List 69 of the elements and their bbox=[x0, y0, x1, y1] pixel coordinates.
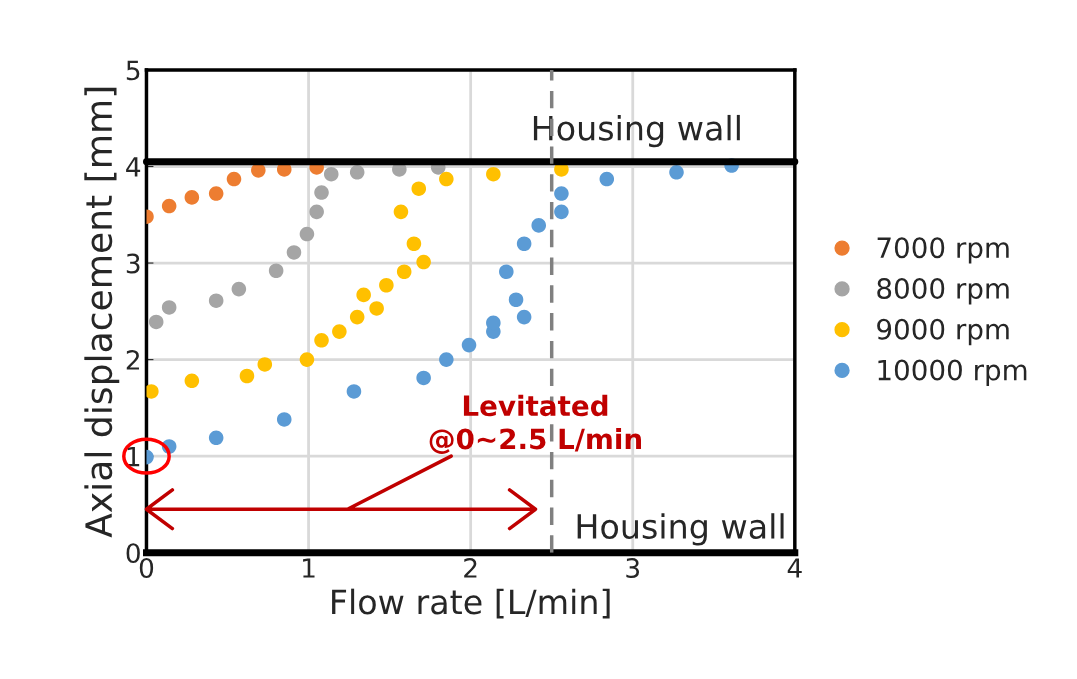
legend-label: 7000 rpm bbox=[877, 237, 1009, 264]
point bbox=[379, 277, 394, 293]
point bbox=[286, 245, 302, 260]
y-tick-label: 3 bbox=[126, 253, 140, 274]
point bbox=[146, 384, 159, 399]
y-axis-title: Axial displacement [mm] bbox=[84, 87, 120, 538]
x-tick-label: 2 bbox=[464, 558, 477, 578]
y-tick-label: 0 bbox=[126, 543, 140, 564]
point bbox=[669, 165, 684, 180]
point bbox=[554, 186, 569, 201]
y-tick-label: 4 bbox=[126, 157, 141, 177]
point bbox=[411, 181, 427, 196]
point bbox=[314, 185, 329, 200]
point bbox=[226, 171, 242, 187]
point bbox=[208, 430, 224, 446]
point bbox=[309, 204, 324, 220]
x-tick-label: 4 bbox=[787, 558, 802, 578]
point bbox=[599, 171, 615, 187]
point bbox=[349, 309, 365, 325]
point bbox=[516, 236, 532, 252]
point bbox=[439, 171, 454, 187]
point bbox=[439, 352, 454, 367]
point bbox=[314, 333, 329, 348]
point bbox=[369, 301, 384, 316]
y-tick-label: 1 bbox=[127, 446, 140, 467]
point bbox=[516, 309, 532, 325]
point bbox=[239, 368, 255, 384]
ref-line-label: Housing wall bbox=[533, 114, 740, 148]
point bbox=[208, 293, 224, 308]
x-tick-label: 3 bbox=[626, 558, 640, 578]
point bbox=[323, 166, 339, 182]
point bbox=[299, 226, 315, 242]
point bbox=[393, 204, 409, 220]
point bbox=[508, 292, 524, 308]
point bbox=[461, 337, 477, 353]
annotation: Housing wall bbox=[577, 513, 784, 546]
point bbox=[231, 281, 247, 297]
x-axis-title: Flow rate [L/min] bbox=[332, 588, 610, 619]
point bbox=[257, 357, 273, 372]
y-tick-label: 5 bbox=[126, 60, 140, 81]
point bbox=[332, 324, 347, 339]
point bbox=[251, 163, 266, 178]
point bbox=[416, 370, 431, 386]
point bbox=[148, 314, 164, 330]
point bbox=[531, 218, 547, 233]
point bbox=[161, 300, 177, 315]
point bbox=[268, 263, 284, 279]
point bbox=[356, 287, 371, 303]
point bbox=[416, 254, 431, 270]
point bbox=[486, 166, 501, 182]
point bbox=[208, 186, 224, 201]
point bbox=[184, 190, 200, 205]
point bbox=[554, 204, 569, 220]
point bbox=[499, 264, 514, 280]
point bbox=[299, 352, 315, 367]
x-tick-label: 1 bbox=[303, 558, 315, 578]
point bbox=[346, 384, 362, 399]
annotation: Levitated @0~2.5 L/min bbox=[429, 394, 641, 454]
point bbox=[161, 198, 177, 214]
y-tick-label: 2 bbox=[126, 350, 139, 370]
point bbox=[184, 373, 200, 389]
legend-label: 9000 rpm bbox=[877, 318, 1009, 346]
point bbox=[396, 264, 412, 280]
point bbox=[276, 412, 292, 427]
legend-label: 10000 rpm bbox=[878, 359, 1027, 386]
point bbox=[406, 236, 422, 252]
legend-label: 8000 rpm bbox=[877, 277, 1009, 305]
point bbox=[349, 165, 365, 180]
x-tick-label: 0 bbox=[139, 558, 154, 578]
